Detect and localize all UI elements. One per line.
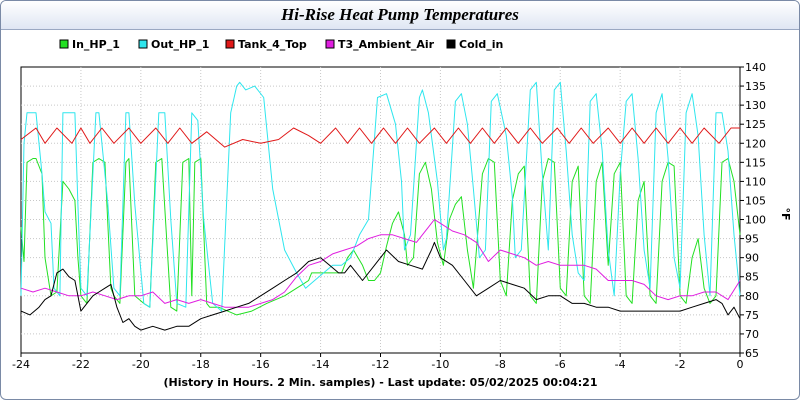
legend-swatch — [138, 39, 148, 49]
legend-swatch — [325, 39, 335, 49]
y-tick-label: 80 — [745, 290, 759, 303]
y-axis: 65 70 75 80 85 90 95 100 105 110 115 120 125 130 135 14… — [740, 61, 766, 360]
x-axis: -24 -22 -20 -18 -16 -14 -12 -10 -8 -6 -4 -2 0 — [12, 353, 744, 371]
legend-label: Tank_4_Top — [238, 38, 307, 51]
x-tick-label: -18 — [192, 358, 210, 371]
series-lines — [20, 81, 741, 331]
x-axis-label: (History in Hours. 2 Min. samples) - Las… — [163, 376, 597, 389]
y-tick-label: 75 — [745, 309, 759, 322]
legend-label: Cold_in — [459, 38, 503, 51]
y-tick-label: 140 — [745, 61, 766, 74]
y-tick-label: 130 — [745, 99, 766, 112]
x-tick-label: -22 — [72, 358, 90, 371]
y-axis-label: °F — [779, 207, 792, 220]
y-tick-label: 65 — [745, 347, 759, 360]
x-tick-label: -24 — [12, 358, 30, 371]
x-tick-label: -20 — [132, 358, 150, 371]
legend: In_HP_1 Out_HP_1 Tank_4_Top T3_Ambient_Air C… — [59, 38, 503, 51]
series-line-cold_in — [20, 241, 741, 331]
x-tick-label: -14 — [312, 358, 330, 371]
y-tick-label: 110 — [745, 175, 766, 188]
y-tick-label: 85 — [745, 271, 759, 284]
x-tick-label: -12 — [372, 358, 390, 371]
y-tick-label: 90 — [745, 252, 759, 265]
x-tick-label: -4 — [615, 358, 626, 371]
y-tick-label: 115 — [745, 156, 766, 169]
legend-swatch — [225, 39, 235, 49]
y-tick-label: 125 — [745, 118, 766, 131]
y-tick-label: 70 — [745, 328, 759, 341]
x-tick-label: 0 — [737, 358, 744, 371]
y-tick-label: 95 — [745, 233, 759, 246]
legend-swatch — [446, 39, 456, 49]
x-tick-label: -2 — [675, 358, 686, 371]
x-tick-label: -8 — [495, 358, 506, 371]
legend-label: T3_Ambient_Air — [338, 38, 435, 51]
y-tick-label: 120 — [745, 137, 766, 150]
series-line-out_hp_1 — [20, 81, 741, 312]
series-line-t3_ambient_air — [20, 219, 741, 308]
chart-title: Hi-Rise Heat Pump Temperatures — [1, 1, 799, 30]
y-tick-label: 100 — [745, 214, 766, 227]
plot-area — [20, 66, 741, 354]
legend-swatch — [59, 39, 69, 49]
x-tick-label: -10 — [431, 358, 449, 371]
y-tick-label: 105 — [745, 194, 766, 207]
x-tick-label: -16 — [252, 358, 270, 371]
y-tick-label: 135 — [745, 80, 766, 93]
x-tick-label: -6 — [555, 358, 566, 371]
legend-label: Out_HP_1 — [151, 38, 209, 51]
legend-label: In_HP_1 — [72, 38, 120, 51]
series-line-tank_4_top — [20, 127, 740, 148]
